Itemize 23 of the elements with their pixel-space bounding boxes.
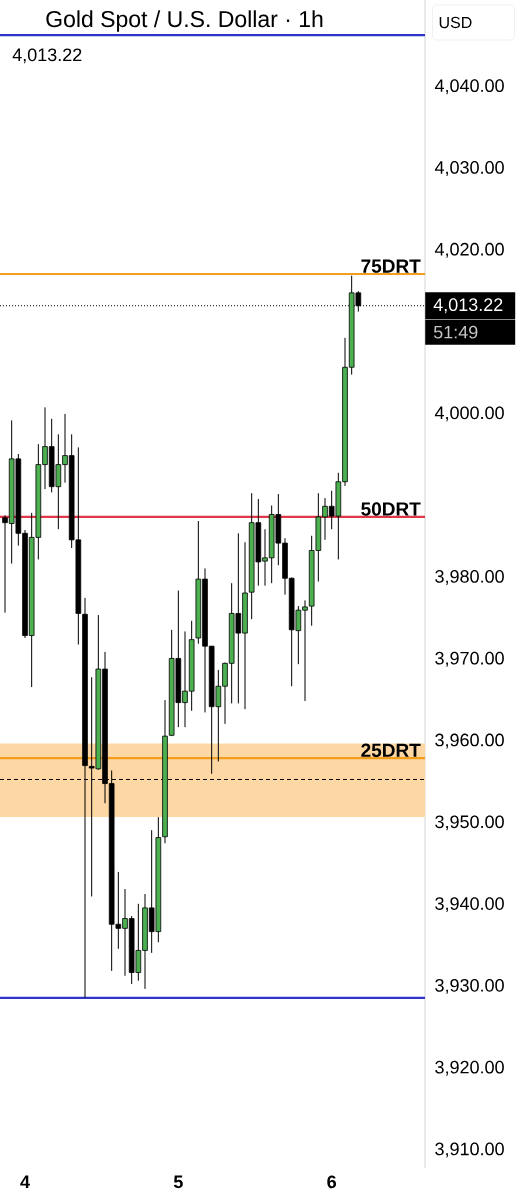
y-tick-label: 3,910.00	[435, 1142, 504, 1158]
y-tick-label: 3,970.00	[435, 651, 504, 667]
ref-line-label: 25DRT	[361, 743, 421, 758]
y-tick-label: 4,020.00	[434, 242, 504, 258]
y-tick-label: 3,940.00	[435, 897, 504, 913]
x-tick-label: 4	[20, 1175, 30, 1188]
y-tick-label: 4,040.00	[434, 79, 504, 95]
ref-line-label: 4,013.22	[433, 298, 503, 314]
chart-title: Gold Spot / U.S. Dollar · 1h	[46, 10, 323, 32]
text: 51:49	[433, 325, 478, 339]
y-tick-label: 3,920.00	[435, 1060, 504, 1076]
y-tick-label: 4,000.00	[434, 406, 504, 422]
y-tick-label: 3,950.00	[435, 815, 504, 831]
y-tick-label: 4,030.00	[434, 161, 504, 176]
ref-line-label: 50DRT	[361, 502, 421, 516]
y-tick-label: 3,960.00	[435, 733, 504, 749]
ref-line-label: 75DRT	[361, 259, 421, 273]
x-tick-label: 6	[327, 1175, 337, 1189]
text: 4,013.22	[12, 48, 82, 64]
y-tick-label: 3,930.00	[435, 978, 504, 994]
y-tick-label: 3,980.00	[435, 570, 504, 585]
x-tick-label: 5	[173, 1175, 183, 1189]
text: USD	[439, 16, 472, 29]
